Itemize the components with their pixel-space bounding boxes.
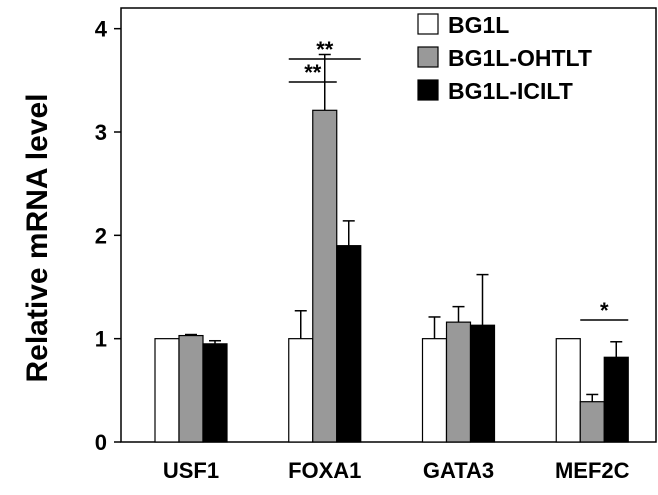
plot-frame xyxy=(120,7,657,443)
significance-markers: ***** xyxy=(288,37,629,323)
legend: BG1L BG1L-OHTLT BG1L-ICILT xyxy=(417,12,592,104)
bar xyxy=(178,334,204,443)
legend-swatch xyxy=(417,46,439,68)
axes: 0 1 2 3 4 USF1 FOXA1 GATA3 MEF2C xyxy=(95,7,657,483)
bar xyxy=(555,338,581,443)
bar xyxy=(579,401,605,443)
significance-label: * xyxy=(600,298,609,323)
significance-label: ** xyxy=(304,60,322,85)
bar xyxy=(336,245,362,443)
bar xyxy=(202,343,228,443)
x-tick-label: USF1 xyxy=(163,458,219,483)
significance-label: ** xyxy=(316,37,334,62)
y-tick-label: 4 xyxy=(95,17,108,42)
bars xyxy=(154,53,629,443)
y-tick-label: 0 xyxy=(95,430,107,455)
bar xyxy=(154,338,180,443)
y-tick-label: 3 xyxy=(95,120,107,145)
y-tick-label: 1 xyxy=(95,327,107,352)
legend-label: BG1L-OHTLT xyxy=(448,45,592,71)
legend-swatch xyxy=(417,79,439,101)
bar xyxy=(421,338,448,443)
bar xyxy=(603,356,629,443)
x-tick-label: FOXA1 xyxy=(288,458,361,483)
legend-swatch xyxy=(417,13,439,35)
bar xyxy=(312,109,338,443)
x-tick-label: GATA3 xyxy=(423,458,494,483)
y-tick-label: 2 xyxy=(95,223,107,248)
bar xyxy=(469,324,496,443)
legend-label: BG1L-ICILT xyxy=(448,78,573,104)
legend-label: BG1L xyxy=(448,12,509,38)
bar xyxy=(445,321,472,443)
bar xyxy=(288,338,314,443)
x-tick-label: MEF2C xyxy=(555,458,630,483)
y-axis-title: Relative mRNA level xyxy=(21,93,54,382)
